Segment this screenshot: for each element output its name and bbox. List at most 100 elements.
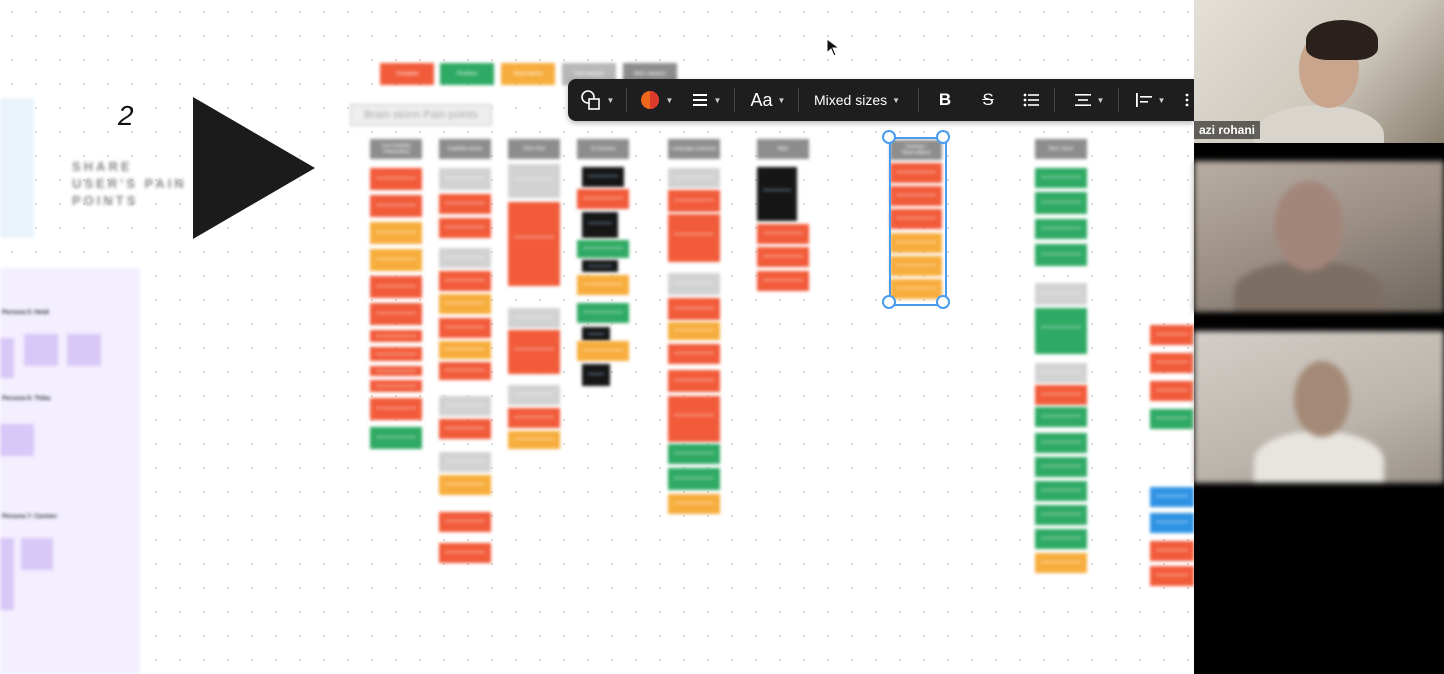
- sticky-note[interactable]: [508, 431, 560, 449]
- sticky-note[interactable]: [890, 279, 942, 299]
- sticky-note[interactable]: [668, 494, 720, 514]
- sticky-note[interactable]: [0, 424, 34, 456]
- sticky-note[interactable]: [370, 347, 422, 361]
- sticky-note[interactable]: [668, 322, 720, 340]
- sticky-note[interactable]: [1035, 363, 1087, 383]
- sticky-note[interactable]: [757, 224, 809, 244]
- resize-handle[interactable]: [936, 295, 950, 309]
- screenshot-thumbnail[interactable]: [582, 260, 618, 272]
- sticky-note[interactable]: [508, 308, 560, 328]
- more-options-button[interactable]: [1180, 79, 1194, 121]
- column-header[interactable]: UI Screens: [577, 139, 629, 159]
- sticky-note[interactable]: [1150, 513, 1194, 533]
- sticky-note[interactable]: [439, 452, 491, 472]
- sticky-note[interactable]: [1035, 529, 1087, 549]
- strikethrough-button[interactable]: S: [973, 79, 1003, 121]
- sticky-note[interactable]: [370, 330, 422, 342]
- sticky-note[interactable]: [668, 344, 720, 364]
- sticky-note[interactable]: [1035, 505, 1087, 525]
- sticky-note[interactable]: [439, 475, 491, 495]
- sticky-note[interactable]: [577, 303, 629, 323]
- brainstorm-label[interactable]: Brain storm Pain points: [350, 104, 492, 126]
- column-header[interactable]: New Users: [1035, 139, 1087, 159]
- sticky-note[interactable]: [1150, 381, 1194, 401]
- sticky-note[interactable]: [1035, 219, 1087, 239]
- screenshot-thumbnail[interactable]: [582, 167, 624, 187]
- sticky-note[interactable]: [1150, 353, 1194, 373]
- sticky-note[interactable]: [67, 334, 101, 366]
- sticky-note[interactable]: [668, 298, 720, 320]
- resize-handle[interactable]: [882, 295, 896, 309]
- sticky-note[interactable]: [370, 427, 422, 449]
- sticky-note[interactable]: [439, 294, 491, 314]
- sticky-note[interactable]: [668, 273, 720, 295]
- sticky-note[interactable]: [439, 396, 491, 416]
- sticky-note[interactable]: [757, 271, 809, 291]
- sticky-note[interactable]: [890, 209, 942, 229]
- sticky-note[interactable]: [508, 408, 560, 428]
- text-style-button[interactable]: Aa ▼: [744, 79, 792, 121]
- sticky-note[interactable]: [1035, 553, 1087, 573]
- sticky-note[interactable]: [757, 247, 809, 267]
- sticky-note[interactable]: [890, 256, 942, 276]
- sticky-note[interactable]: [577, 189, 629, 209]
- sticky-note[interactable]: [0, 538, 14, 610]
- sticky-note[interactable]: [1150, 325, 1194, 345]
- sticky-note[interactable]: [1150, 487, 1194, 507]
- sticky-note[interactable]: [1035, 244, 1087, 266]
- sticky-note[interactable]: [439, 248, 491, 268]
- sticky-note[interactable]: [1150, 566, 1194, 586]
- sticky-note[interactable]: [668, 370, 720, 392]
- column-header[interactable]: Ul/Ux flow: [508, 139, 560, 159]
- screenshot-thumbnail[interactable]: [582, 364, 610, 386]
- sticky-note[interactable]: [1150, 409, 1194, 429]
- sticky-note[interactable]: [577, 341, 629, 361]
- sticky-note[interactable]: [439, 543, 491, 563]
- sticky-note[interactable]: [1035, 481, 1087, 501]
- stroke-style-button[interactable]: ▼: [686, 79, 726, 121]
- sticky-note[interactable]: [370, 168, 422, 190]
- screenshot-thumbnail[interactable]: [757, 167, 797, 221]
- participant-video-tile[interactable]: [1194, 161, 1444, 312]
- sticky-note[interactable]: [668, 214, 720, 262]
- sticky-note[interactable]: [1035, 457, 1087, 477]
- sticky-note[interactable]: [508, 202, 560, 286]
- sticky-note[interactable]: [890, 163, 942, 183]
- bold-button[interactable]: B: [930, 79, 960, 121]
- sticky-note[interactable]: [370, 398, 422, 420]
- sticky-note[interactable]: [439, 194, 491, 214]
- participant-video-tile[interactable]: [1194, 331, 1444, 483]
- column-header[interactable]: Feelings / Observations: [890, 140, 942, 160]
- sticky-note[interactable]: [668, 396, 720, 442]
- sticky-note[interactable]: [890, 186, 942, 206]
- sticky-note[interactable]: [508, 164, 560, 198]
- sticky-note[interactable]: [1035, 168, 1087, 188]
- sticky-note[interactable]: [508, 330, 560, 374]
- sticky-note[interactable]: [439, 512, 491, 532]
- sticky-note[interactable]: [439, 341, 491, 359]
- sticky-note[interactable]: [577, 275, 629, 295]
- sticky-note[interactable]: [24, 334, 58, 366]
- screenshot-thumbnail[interactable]: [582, 327, 610, 341]
- column-header[interactable]: Main: [757, 139, 809, 159]
- whiteboard-canvas[interactable]: 2 SHARE USER'S PAIN POINTS Persona 5: He…: [0, 0, 1194, 674]
- sticky-note[interactable]: [668, 190, 720, 212]
- screenshot-thumbnail[interactable]: [582, 212, 618, 238]
- column-header[interactable]: Low Usability Onboarding: [370, 139, 422, 159]
- sticky-note[interactable]: [370, 195, 422, 217]
- sticky-note[interactable]: [439, 362, 491, 380]
- resize-handle[interactable]: [936, 130, 950, 144]
- sticky-note[interactable]: [370, 222, 422, 244]
- sticky-note[interactable]: [1035, 192, 1087, 214]
- sticky-note[interactable]: [1035, 407, 1087, 427]
- participant-video-tile[interactable]: azi rohani: [1194, 0, 1444, 143]
- font-size-dropdown[interactable]: Mixed sizes ▼: [804, 79, 910, 121]
- sticky-note[interactable]: [439, 419, 491, 439]
- text-align-button[interactable]: ▼: [1128, 79, 1172, 121]
- sticky-note[interactable]: [370, 249, 422, 271]
- fill-color-button[interactable]: ▼: [634, 79, 678, 121]
- sticky-note[interactable]: [890, 233, 942, 253]
- sticky-note[interactable]: [668, 444, 720, 464]
- sticky-note[interactable]: [668, 468, 720, 490]
- sticky-note[interactable]: [1035, 308, 1087, 354]
